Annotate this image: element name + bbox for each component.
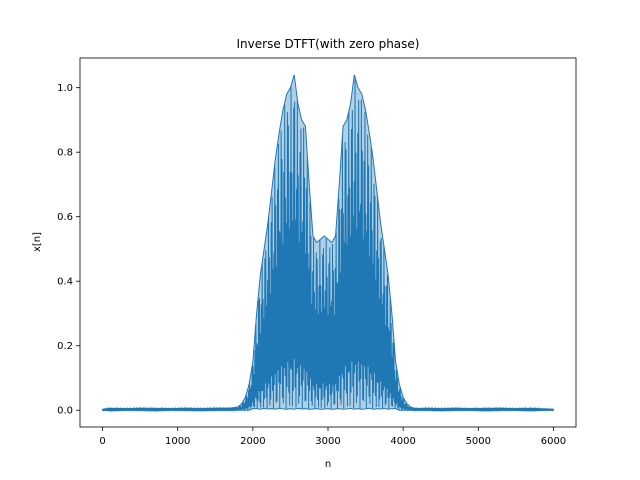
plot-area — [102, 74, 554, 413]
x-tick-label: 6000 — [541, 436, 566, 447]
y-axis-label: x[n] — [32, 232, 43, 252]
series-oscillation — [102, 79, 554, 413]
x-tick-label: 1000 — [165, 436, 190, 447]
y-tick-label: 0.4 — [57, 277, 73, 288]
y-axis-ticks: 0.0 0.2 0.4 0.6 0.8 1.0 — [57, 83, 80, 417]
chart-title: Inverse DTFT(with zero phase) — [237, 37, 420, 51]
y-tick-label: 0.6 — [57, 212, 73, 223]
x-axis-ticks: 0 1000 2000 3000 4000 5000 6000 — [99, 427, 566, 447]
y-tick-label: 0.8 — [57, 148, 73, 159]
x-tick-label: 0 — [99, 436, 105, 447]
y-tick-label: 1.0 — [57, 83, 73, 94]
y-tick-label: 0.0 — [57, 406, 73, 417]
x-axis-label: n — [325, 459, 331, 470]
x-tick-label: 3000 — [315, 436, 340, 447]
y-tick-label: 0.2 — [57, 341, 73, 352]
x-tick-label: 2000 — [240, 436, 265, 447]
x-tick-label: 5000 — [466, 436, 491, 447]
x-tick-label: 4000 — [390, 436, 415, 447]
